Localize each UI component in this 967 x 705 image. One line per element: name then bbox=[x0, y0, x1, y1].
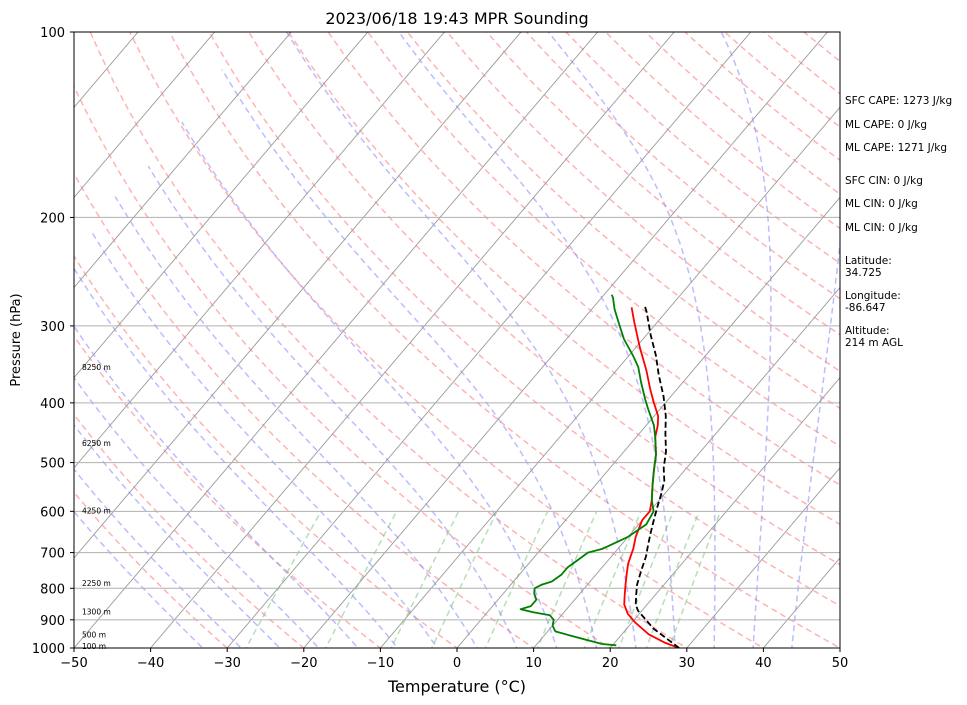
dewpoint-line bbox=[519, 294, 657, 647]
height-label: 1300 m bbox=[82, 607, 111, 616]
height-label: 8250 m bbox=[82, 363, 111, 372]
y-tick-label: 500 bbox=[40, 457, 65, 472]
ml-cape-label-2: ML CAPE: 1271 J/kg bbox=[845, 142, 948, 154]
isotherm bbox=[609, 376, 840, 648]
x-axis-label: Temperature (°C) bbox=[387, 677, 526, 696]
y-axis-label: Pressure (hPa) bbox=[9, 293, 24, 386]
mixing-ratio-line bbox=[536, 511, 598, 648]
height-label: 100 m bbox=[82, 642, 106, 651]
y-axis-ticks: 100 200 300 400 500 600 700 800 900 1000 bbox=[32, 26, 74, 657]
x-tick-label: 30 bbox=[679, 656, 696, 671]
isotherm bbox=[303, 32, 828, 648]
y-tick-label: 300 bbox=[40, 320, 65, 335]
x-tick-label: 0 bbox=[453, 656, 461, 671]
mixing-ratio-line bbox=[390, 510, 460, 648]
dry-adiabat bbox=[74, 172, 535, 648]
isotherm bbox=[74, 32, 292, 289]
ml-cin-label: ML CIN: 0 J/kg bbox=[845, 198, 918, 210]
isotherm bbox=[456, 196, 840, 648]
y-tick-label: 900 bbox=[40, 614, 65, 629]
dry-adiabat bbox=[525, 32, 840, 300]
altitude-label: Altitude: 214 m AGL bbox=[845, 325, 903, 349]
dry-adiabat bbox=[367, 32, 840, 448]
y-tick-label: 700 bbox=[40, 547, 65, 562]
dry-adiabat bbox=[74, 491, 229, 648]
mixing-ratio-line bbox=[645, 511, 700, 648]
x-tick-label: −20 bbox=[290, 656, 317, 671]
x-tick-label: 10 bbox=[525, 656, 542, 671]
x-tick-label: −50 bbox=[60, 656, 87, 671]
height-label: 500 m bbox=[82, 630, 106, 639]
longitude-label: Longitude: -86.647 bbox=[845, 290, 901, 314]
dry-adiabat bbox=[74, 84, 612, 648]
x-axis-ticks: −50 −40 −30 −20 −10 0 10 20 30 40 50 bbox=[60, 648, 848, 671]
sounding-profiles bbox=[519, 294, 680, 648]
pressure-gridlines bbox=[74, 216, 840, 621]
mixing-ratio-line bbox=[484, 510, 549, 648]
ml-cape-label: ML CAPE: 0 J/kg bbox=[845, 119, 928, 131]
moist-adiabat bbox=[398, 32, 676, 648]
moist-adiabat bbox=[114, 196, 478, 648]
x-tick-label: 50 bbox=[832, 656, 849, 671]
x-tick-label: 40 bbox=[755, 656, 772, 671]
x-tick-label: 20 bbox=[602, 656, 619, 671]
y-tick-label: 400 bbox=[40, 397, 65, 412]
height-labels: 8250 m 6250 m 4250 m 2250 m 1300 m 500 m 100 m bbox=[82, 363, 111, 651]
isotherm bbox=[74, 32, 599, 648]
dry-adiabat bbox=[486, 32, 840, 336]
x-tick-label: −10 bbox=[367, 656, 394, 671]
moist-adiabat bbox=[791, 237, 840, 648]
x-tick-label: −40 bbox=[137, 656, 164, 671]
sfc-cape-label: SFC CAPE: 1273 J/kg bbox=[845, 95, 953, 107]
isotherm bbox=[226, 32, 752, 648]
dry-adiabat bbox=[89, 32, 689, 648]
moist-adiabat bbox=[547, 32, 716, 648]
mixing-ratio-line bbox=[583, 511, 642, 648]
isotherm bbox=[74, 32, 445, 469]
moist-adiabat bbox=[221, 69, 598, 648]
y-tick-label: 800 bbox=[40, 582, 65, 597]
sfc-cin-label: SFC CIN: 0 J/kg bbox=[845, 175, 923, 187]
isotherm bbox=[686, 467, 840, 648]
moist-adiabat bbox=[90, 230, 439, 648]
y-tick-label: 600 bbox=[40, 505, 65, 520]
dry-adiabat bbox=[74, 334, 382, 648]
isotherm bbox=[74, 32, 369, 379]
isotherm bbox=[379, 106, 840, 648]
y-tick-label: 100 bbox=[40, 26, 65, 41]
y-tick-label: 200 bbox=[40, 211, 65, 226]
height-label: 6250 m bbox=[82, 439, 111, 448]
ml-cin-label-2: ML CIN: 0 J/kg bbox=[845, 222, 918, 234]
y-tick-label: 1000 bbox=[32, 642, 65, 657]
mixing-ratio-line bbox=[618, 511, 675, 648]
moist-adiabat bbox=[74, 324, 360, 648]
parcel-path-line bbox=[634, 305, 680, 648]
moist-adiabat bbox=[720, 32, 772, 648]
height-label: 2250 m bbox=[82, 579, 111, 588]
mixing-ratio-line bbox=[324, 510, 398, 648]
isotherm bbox=[150, 32, 675, 648]
isotherm bbox=[74, 32, 522, 559]
dry-adiabat bbox=[406, 32, 840, 410]
isotherm bbox=[533, 286, 840, 648]
dry-adiabat bbox=[327, 32, 840, 486]
temperature-line bbox=[623, 307, 680, 648]
mixing-ratio-line bbox=[430, 510, 498, 648]
height-label: 4250 m bbox=[82, 506, 111, 515]
moist-adiabat bbox=[74, 376, 320, 648]
moist-adiabat bbox=[181, 121, 558, 648]
isotherm bbox=[74, 32, 216, 199]
moist-adiabat bbox=[147, 165, 518, 648]
chart-title: 2023/06/18 19:43 MPR Sounding bbox=[325, 9, 588, 28]
latitude-label: Latitude: 34.725 bbox=[845, 255, 892, 279]
mixing-ratio-line bbox=[245, 510, 322, 648]
x-tick-label: −30 bbox=[213, 656, 240, 671]
background-reference-lines bbox=[74, 32, 840, 648]
